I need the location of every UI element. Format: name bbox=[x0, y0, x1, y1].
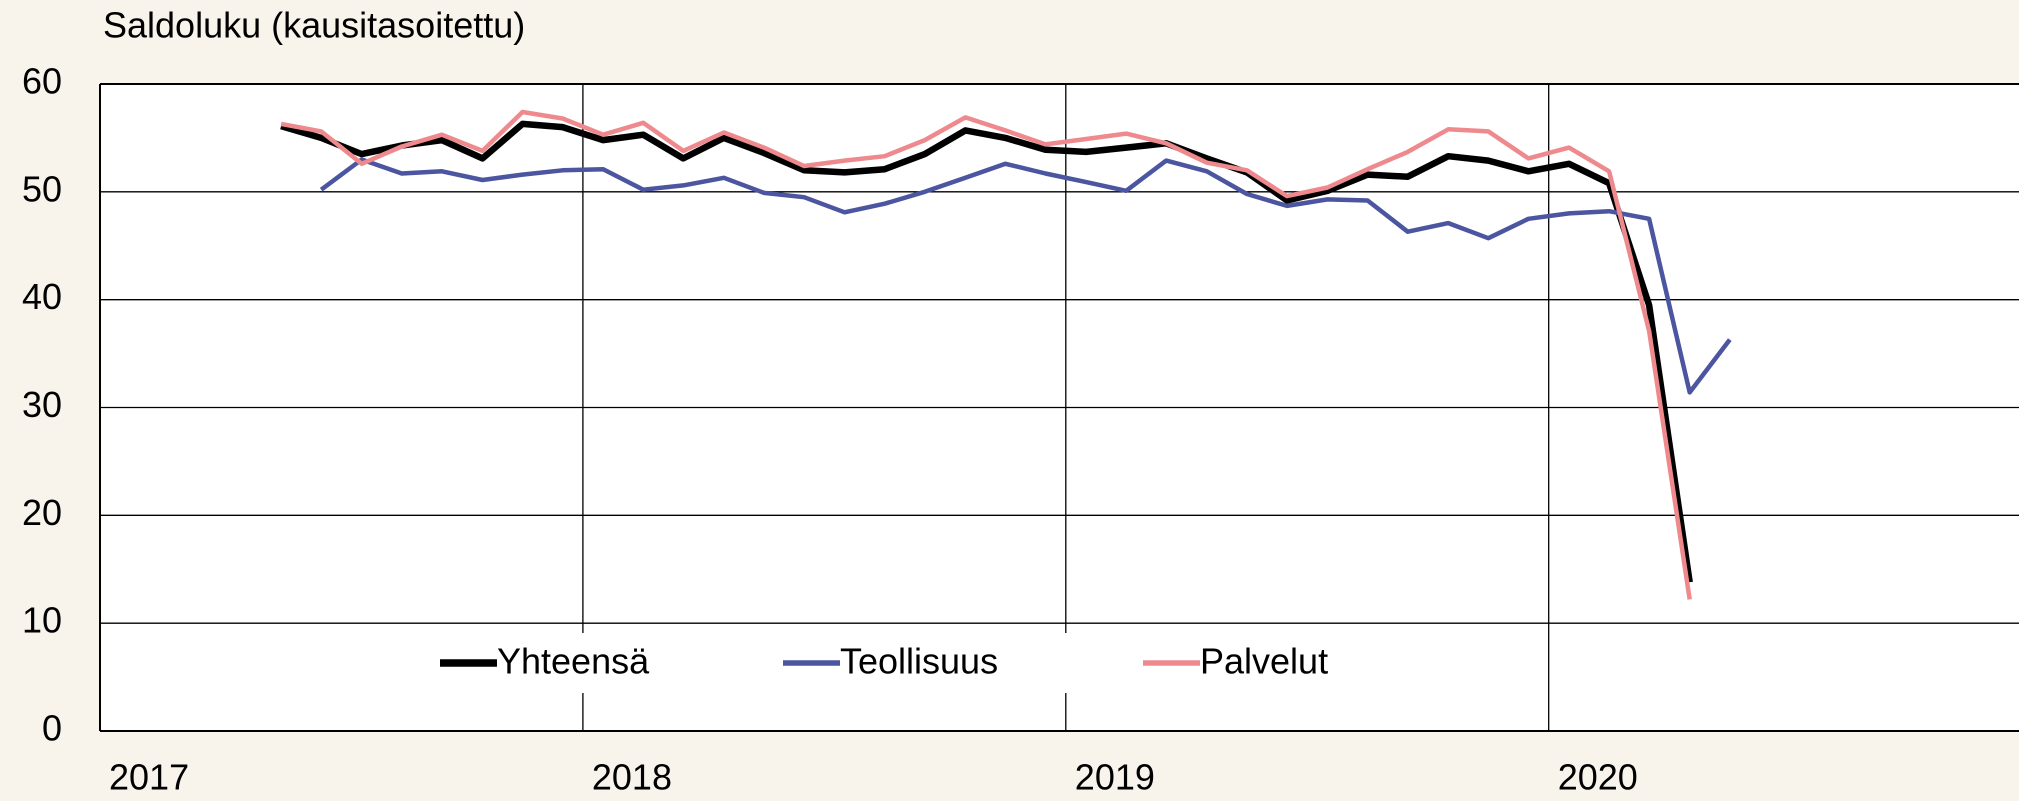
y-tick-label: 20 bbox=[22, 492, 62, 533]
legend-label: Yhteensä bbox=[497, 641, 650, 682]
data-line bbox=[280, 109, 1692, 600]
legend-box bbox=[425, 633, 1375, 693]
y-tick-label: 30 bbox=[22, 384, 62, 425]
legend-label: Teollisuus bbox=[840, 641, 998, 682]
y-tick-label: 0 bbox=[42, 708, 62, 749]
y-axis-label: Saldoluku (kausitasoitettu) bbox=[103, 5, 525, 46]
x-tick-label: 2018 bbox=[592, 757, 672, 798]
x-tick-label: 2020 bbox=[1558, 757, 1638, 798]
data-line bbox=[280, 120, 1693, 583]
y-tick-label: 60 bbox=[22, 61, 62, 102]
legend-label: Palvelut bbox=[1200, 641, 1328, 682]
y-tick-label: 50 bbox=[22, 168, 62, 209]
y-tick-label: 10 bbox=[22, 600, 62, 641]
y-tick-label: 40 bbox=[22, 276, 62, 317]
x-tick-label: 2019 bbox=[1075, 757, 1155, 798]
data-line bbox=[319, 157, 1732, 395]
x-tick-label: 2017 bbox=[109, 757, 189, 798]
